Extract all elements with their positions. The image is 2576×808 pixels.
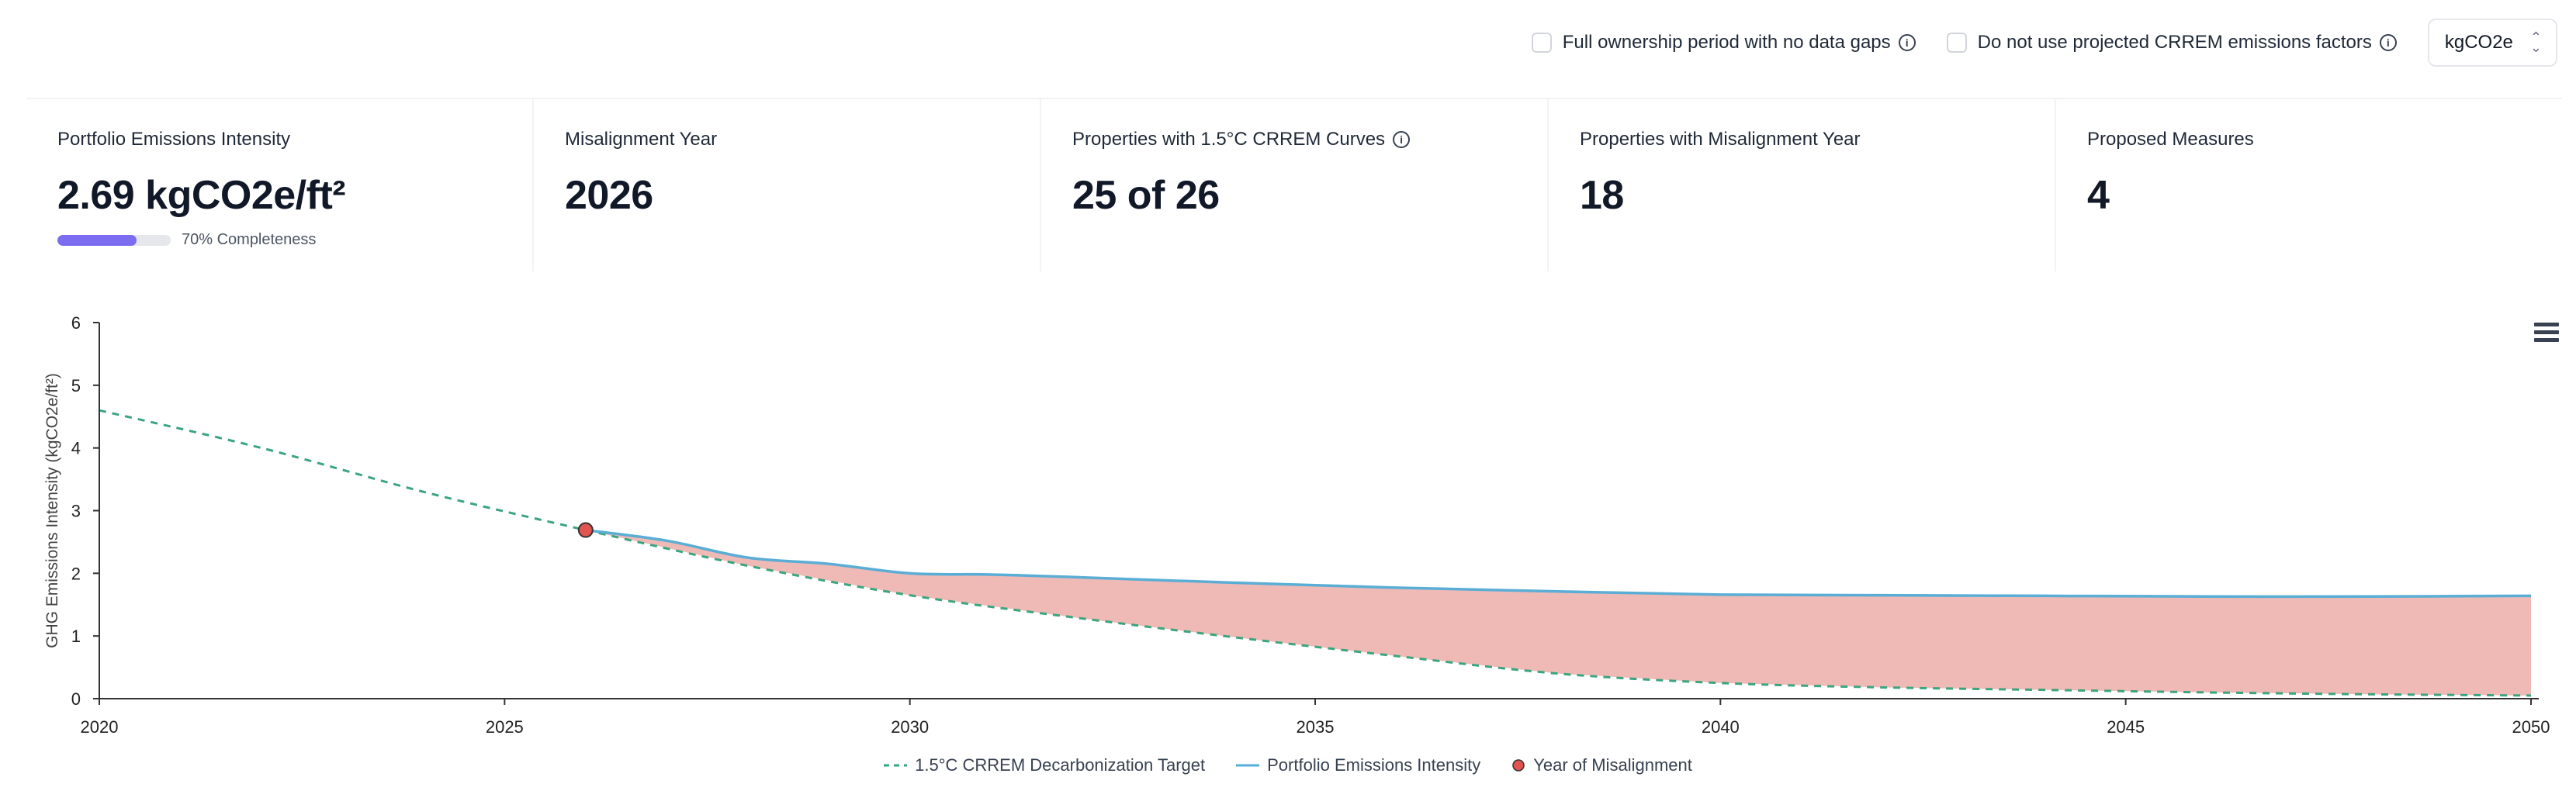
- kpi-title: Properties with Misalignment Year: [1580, 129, 1861, 150]
- no-projected-checkbox[interactable]: [1946, 33, 1967, 53]
- kpi-title: Misalignment Year: [565, 129, 718, 150]
- kpi-value: 18: [1580, 173, 1624, 218]
- chart-legend: 1.5°C CRREM Decarbonization Target Portf…: [0, 755, 2576, 775]
- x-tick-label: 2050: [2512, 717, 2550, 737]
- kpi-card-crrem-curves: Properties with 1.5°C CRREM Curves i 25 …: [1041, 99, 1549, 271]
- full-ownership-option: Full ownership period with no data gaps …: [1531, 32, 1916, 54]
- legend-label: Portfolio Emissions Intensity: [1267, 755, 1481, 775]
- chart-options-toolbar: Full ownership period with no data gaps …: [1531, 16, 2560, 70]
- legend-item-target[interactable]: 1.5°C CRREM Decarbonization Target: [884, 755, 1205, 775]
- circle-marker-icon: [1512, 759, 1525, 772]
- completeness-indicator: 70% Completeness: [57, 231, 532, 249]
- info-icon[interactable]: i: [1898, 34, 1916, 51]
- completeness-bar: [57, 234, 171, 246]
- full-ownership-checkbox[interactable]: [1531, 33, 1552, 53]
- kpi-title: Properties with 1.5°C CRREM Curves: [1072, 129, 1386, 150]
- legend-item-misalignment[interactable]: Year of Misalignment: [1511, 755, 1692, 775]
- kpi-title: Portfolio Emissions Intensity: [57, 129, 291, 150]
- kpi-value: 4: [2087, 173, 2110, 218]
- x-tick-label: 2025: [486, 717, 524, 737]
- kpi-card-emissions-intensity: Portfolio Emissions Intensity 2.69 kgCO2…: [26, 99, 534, 271]
- portfolio-series-line: [585, 528, 2532, 599]
- emissions-chart: 0 1 2 3 4 5 6 2020 2025 2030 2035 2040 2045 2050 GHG E…: [0, 295, 2576, 808]
- kpi-value: 25 of 26: [1072, 173, 1220, 218]
- dashed-line-icon: [884, 764, 908, 767]
- y-tick-label: 6: [71, 313, 81, 333]
- unit-select-value: kgCO2e: [2444, 32, 2513, 53]
- full-ownership-label: Full ownership period with no data gaps: [1562, 32, 1891, 53]
- y-tick-label: 1: [71, 627, 81, 646]
- completeness-bar-fill: [57, 234, 137, 246]
- y-tick-label: 4: [71, 439, 81, 458]
- kpi-value: 2.69 kgCO2e/ft²: [57, 173, 346, 218]
- kpi-cards: Portfolio Emissions Intensity 2.69 kgCO2…: [26, 98, 2562, 271]
- legend-label: Year of Misalignment: [1533, 755, 1692, 775]
- unit-select[interactable]: kgCO2e ⌃ ⌄: [2427, 19, 2557, 67]
- chevron-up-down-icon: ⌃ ⌄: [2529, 29, 2542, 55]
- emissions-chart-svg: 0 1 2 3 4 5 6 2020 2025 2030 2035 2040 2045 2050 GHG E…: [43, 313, 2550, 737]
- chart-menu-icon[interactable]: [2534, 323, 2559, 343]
- target-series-line: [99, 409, 2532, 697]
- legend-label: 1.5°C CRREM Decarbonization Target: [915, 755, 1206, 775]
- y-tick-label: 3: [71, 502, 81, 521]
- kpi-title-row: Properties with 1.5°C CRREM Curves i: [1072, 129, 1547, 150]
- kpi-card-proposed-measures: Proposed Measures 4: [2056, 99, 2562, 271]
- solid-line-icon: [1236, 764, 1260, 767]
- no-projected-label: Do not use projected CRREM emissions fac…: [1977, 32, 2372, 53]
- info-icon[interactable]: i: [2379, 34, 2397, 51]
- misalignment-year-marker: [577, 522, 594, 538]
- kpi-value: 2026: [565, 173, 653, 218]
- no-projected-option: Do not use projected CRREM emissions fac…: [1946, 32, 2397, 54]
- completeness-label: 70% Completeness: [182, 231, 317, 248]
- x-tick-label: 2035: [1297, 717, 1335, 737]
- legend-item-portfolio[interactable]: Portfolio Emissions Intensity: [1236, 755, 1480, 775]
- x-tick-label: 2045: [2107, 717, 2145, 737]
- y-axis-label: GHG Emissions Intensity (kgCO2e/ft²): [43, 373, 61, 648]
- kpi-card-properties-misalignment: Properties with Misalignment Year 18: [1549, 99, 2056, 271]
- x-tick-label: 2040: [1702, 717, 1740, 737]
- x-tick-label: 2020: [81, 717, 119, 737]
- y-tick-label: 2: [71, 564, 81, 583]
- info-icon[interactable]: i: [1393, 131, 1411, 148]
- kpi-title: Proposed Measures: [2087, 129, 2254, 150]
- misalignment-gap-area: [585, 530, 2531, 696]
- x-tick-label: 2030: [891, 717, 929, 737]
- kpi-card-misalignment-year: Misalignment Year 2026: [534, 99, 1041, 271]
- y-tick-label: 0: [71, 689, 81, 709]
- y-tick-label: 5: [71, 376, 81, 395]
